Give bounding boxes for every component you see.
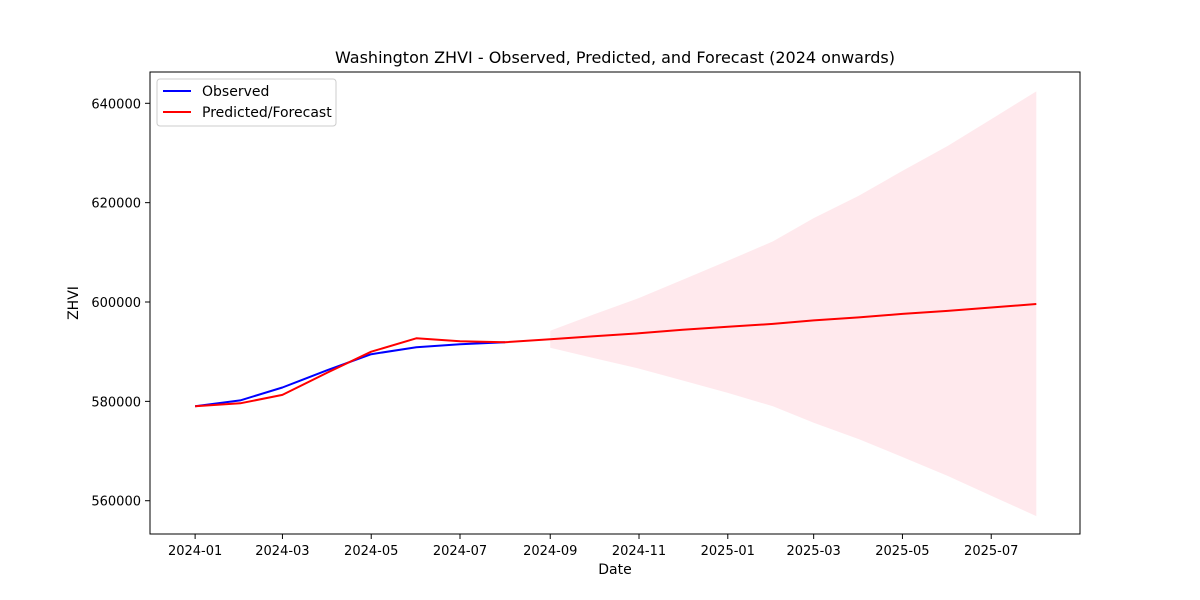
x-axis-label: Date [598,562,631,578]
y-tick-label: 600000 [91,296,141,311]
chart-title: Washington ZHVI - Observed, Predicted, a… [335,48,895,67]
y-tick-label: 560000 [91,495,141,510]
y-tick-label: 580000 [91,395,141,410]
x-tick-label: 2025-03 [786,544,840,559]
y-axis-label: ZHVI [66,286,82,320]
y-axis: 560000 580000 600000 620000 640000 [91,97,150,510]
confidence-band-layer [550,91,1037,517]
legend-label-observed: Observed [202,84,269,100]
series-line-predicted-forecast [195,303,1037,408]
series-layer [194,303,1037,408]
x-tick-label: 2024-07 [433,544,487,559]
confidence-band [550,91,1037,517]
y-tick-label: 620000 [91,197,141,212]
x-tick-label: 2025-07 [964,544,1018,559]
y-tick-label: 640000 [91,97,141,112]
x-axis: 2024-01 2024-03 2024-05 2024-07 2024-09 2024-… [168,534,1018,559]
x-tick-label: 2024-01 [168,544,222,559]
series-line-observed [194,341,506,408]
x-tick-label: 2024-11 [612,544,666,559]
legend: Observed Predicted/Forecast [156,78,337,127]
x-tick-label: 2024-05 [344,544,398,559]
plot-frame [149,71,1081,535]
legend-label-forecast: Predicted/Forecast [202,105,332,121]
x-tick-label: 2025-05 [875,544,929,559]
x-tick-label: 2024-09 [523,544,577,559]
legend-box [156,78,337,127]
x-tick-label: 2025-01 [701,544,755,559]
x-tick-label: 2024-03 [255,544,309,559]
